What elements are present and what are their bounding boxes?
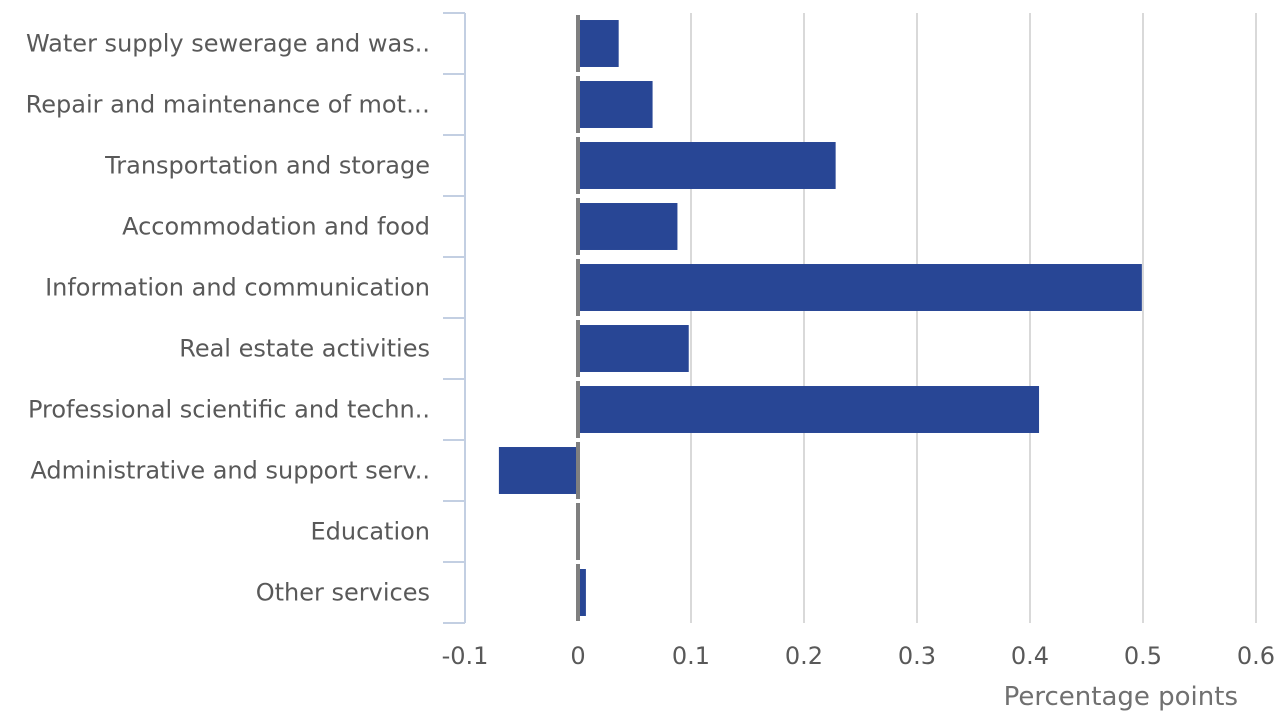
category-label: Administrative and support serv.. (30, 457, 430, 485)
category-label: Accommodation and food (122, 213, 430, 241)
category-label: Water supply sewerage and was.. (26, 30, 430, 58)
bar (580, 20, 619, 67)
category-labels: Water supply sewerage and was.. Repair an… (26, 30, 430, 607)
bar (580, 203, 678, 250)
x-tick-label: -0.1 (442, 642, 489, 670)
category-label: Other services (256, 579, 430, 607)
category-label: Information and communication (45, 274, 430, 302)
y-axis (443, 12, 466, 624)
category-label: Repair and maintenance of mot… (26, 91, 430, 119)
bar (580, 325, 689, 372)
x-tick-label: 0.1 (672, 642, 710, 670)
category-label: Real estate activities (179, 335, 430, 363)
x-tick-label: 0.3 (898, 642, 936, 670)
category-label: Professional scientific and techn.. (28, 396, 430, 424)
x-tick-labels: -0.1 0 0.1 0.2 0.3 0.4 0.5 0.6 (442, 642, 1276, 670)
bars (498, 20, 1142, 616)
bar (580, 569, 586, 616)
grid-lines (690, 13, 1257, 623)
bar (498, 447, 576, 494)
x-tick-label: 0.4 (1011, 642, 1049, 670)
x-tick-label: 0.6 (1237, 642, 1275, 670)
x-tick-label: 0.2 (785, 642, 823, 670)
category-label: Education (311, 518, 430, 546)
bar (580, 386, 1040, 433)
bar (580, 81, 653, 128)
x-tick-label: 0.5 (1124, 642, 1162, 670)
x-tick-label: 0 (570, 642, 585, 670)
category-label: Transportation and storage (104, 152, 430, 180)
bar (580, 142, 836, 189)
bar (580, 264, 1142, 311)
x-axis-title: Percentage points (1004, 682, 1238, 711)
